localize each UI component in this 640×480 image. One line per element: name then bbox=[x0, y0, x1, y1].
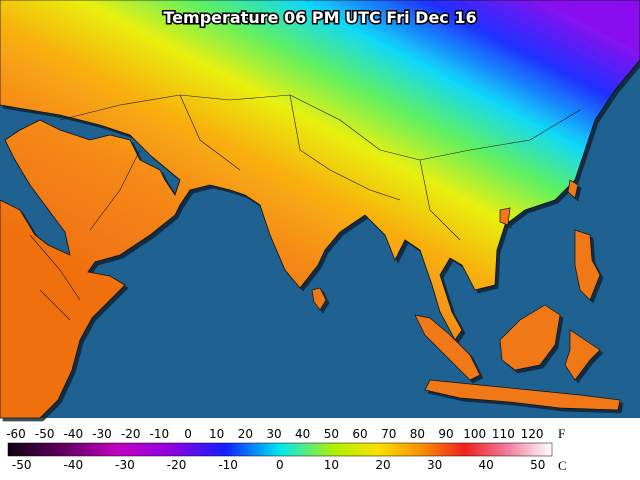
fahrenheit-label: -40 bbox=[64, 427, 84, 441]
fahrenheit-label: 90 bbox=[438, 427, 453, 441]
celsius-label: 30 bbox=[427, 458, 442, 472]
fahrenheit-label: 20 bbox=[238, 427, 253, 441]
fahrenheit-label: 0 bbox=[184, 427, 192, 441]
fahrenheit-label: 80 bbox=[410, 427, 425, 441]
fahrenheit-label: 10 bbox=[209, 427, 224, 441]
fahrenheit-label: 40 bbox=[295, 427, 310, 441]
unit-celsius: C bbox=[558, 458, 567, 473]
color-scale bbox=[7, 442, 553, 457]
fahrenheit-label: 100 bbox=[463, 427, 486, 441]
celsius-label: -20 bbox=[167, 458, 187, 472]
celsius-label: -10 bbox=[218, 458, 238, 472]
celsius-label: 40 bbox=[479, 458, 494, 472]
fahrenheit-label: 50 bbox=[324, 427, 339, 441]
fahrenheit-label: 30 bbox=[266, 427, 281, 441]
map-title: Temperature 06 PM UTC Fri Dec 16 bbox=[163, 8, 476, 27]
celsius-label: 10 bbox=[324, 458, 339, 472]
fahrenheit-label: -50 bbox=[35, 427, 55, 441]
fahrenheit-label: -10 bbox=[150, 427, 170, 441]
legend-labels: -60 -50 -40 -30 -20 -10 0 10 20 30 40 50 60 70 80 90 100… bbox=[6, 427, 545, 472]
celsius-label: -30 bbox=[115, 458, 135, 472]
fahrenheit-label: 60 bbox=[352, 427, 367, 441]
fahrenheit-label: 70 bbox=[381, 427, 396, 441]
land bbox=[0, 0, 640, 419]
unit-fahrenheit: F bbox=[558, 426, 565, 441]
celsius-label: 20 bbox=[375, 458, 390, 472]
fahrenheit-label: 110 bbox=[492, 427, 515, 441]
celsius-label: -50 bbox=[12, 458, 32, 472]
celsius-label: 50 bbox=[530, 458, 545, 472]
celsius-label: 0 bbox=[276, 458, 284, 472]
fahrenheit-label: -20 bbox=[121, 427, 141, 441]
borders bbox=[29, 94, 581, 321]
fahrenheit-label: 120 bbox=[521, 427, 544, 441]
fahrenheit-label: -60 bbox=[6, 427, 26, 441]
celsius-label: -40 bbox=[64, 458, 84, 472]
fahrenheit-label: -30 bbox=[92, 427, 112, 441]
